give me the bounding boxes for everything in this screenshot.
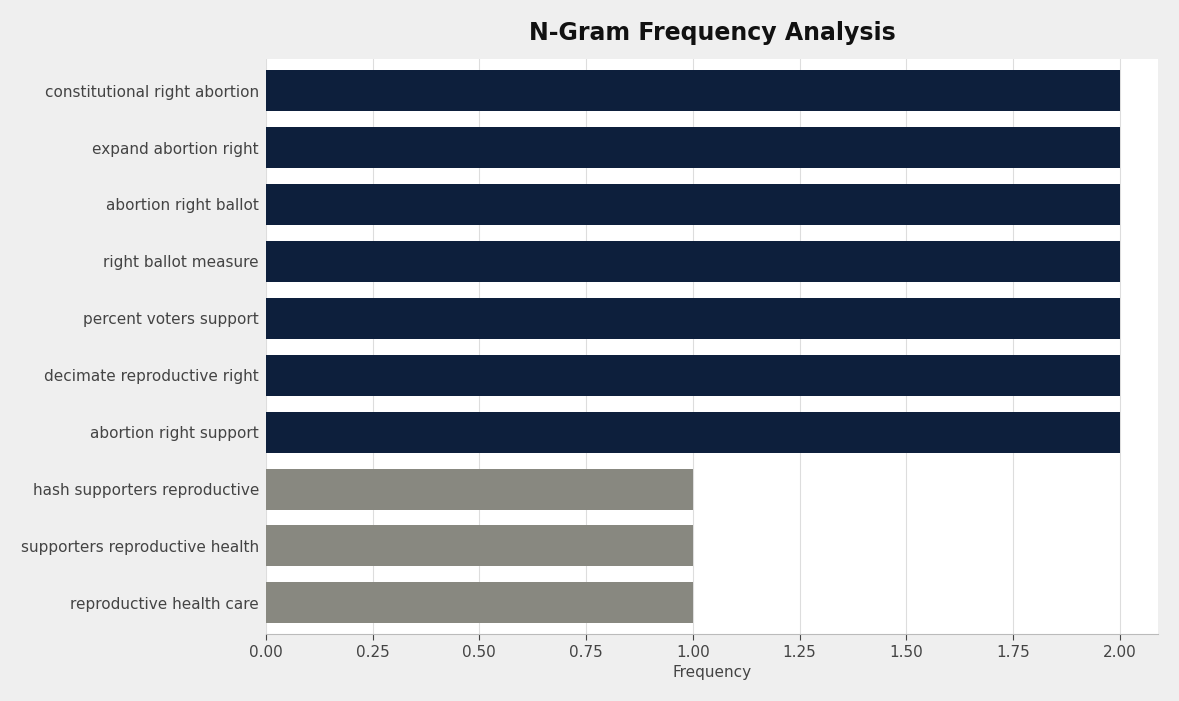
Bar xyxy=(266,355,1120,395)
X-axis label: Frequency: Frequency xyxy=(672,665,751,680)
Bar xyxy=(266,127,1120,168)
Bar xyxy=(266,526,693,566)
Bar xyxy=(266,70,1120,111)
Title: N-Gram Frequency Analysis: N-Gram Frequency Analysis xyxy=(528,21,895,45)
Bar xyxy=(266,583,693,623)
Bar xyxy=(266,411,1120,453)
Bar xyxy=(266,298,1120,339)
Bar xyxy=(266,468,693,510)
Bar xyxy=(266,184,1120,225)
Bar xyxy=(266,241,1120,282)
